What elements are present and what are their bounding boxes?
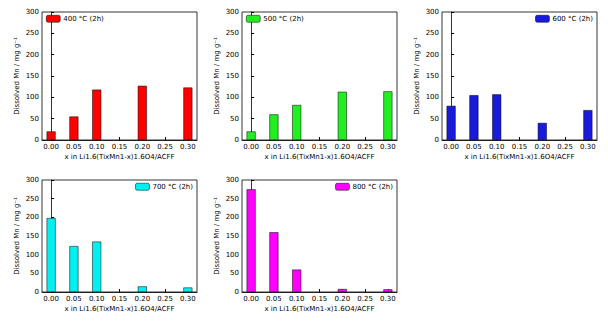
- svg-text:600 °C (2h): 600 °C (2h): [552, 15, 593, 23]
- svg-text:200: 200: [226, 213, 239, 221]
- svg-text:0.10: 0.10: [489, 143, 505, 151]
- svg-text:0.00: 0.00: [43, 295, 59, 303]
- svg-text:250: 250: [226, 29, 239, 37]
- svg-text:x in Li1.6(TixMn1-x)1.6O4/ACFF: x in Li1.6(TixMn1-x)1.6O4/ACFF: [464, 153, 574, 161]
- svg-text:Dissolved Mn / mg g⁻¹: Dissolved Mn / mg g⁻¹: [213, 197, 221, 275]
- svg-text:150: 150: [226, 72, 239, 80]
- svg-text:0.15: 0.15: [112, 143, 128, 151]
- svg-text:0.10: 0.10: [89, 143, 105, 151]
- svg-text:0.25: 0.25: [357, 295, 373, 303]
- svg-text:250: 250: [26, 195, 39, 203]
- svg-text:0.20: 0.20: [534, 143, 550, 151]
- svg-text:Dissolved Mn / mg g⁻¹: Dissolved Mn / mg g⁻¹: [13, 37, 21, 115]
- svg-text:0: 0: [35, 288, 39, 296]
- svg-text:0.00: 0.00: [243, 143, 259, 151]
- svg-text:0.25: 0.25: [157, 143, 173, 151]
- svg-text:150: 150: [26, 232, 39, 240]
- svg-text:0.20: 0.20: [334, 143, 350, 151]
- svg-text:0: 0: [435, 136, 439, 144]
- svg-text:250: 250: [226, 195, 239, 203]
- svg-text:200: 200: [426, 51, 439, 59]
- svg-text:x in Li1.6(TixMn1-x)1.6O4/ACFF: x in Li1.6(TixMn1-x)1.6O4/ACFF: [64, 305, 174, 313]
- svg-text:0.25: 0.25: [357, 143, 373, 151]
- svg-text:0.25: 0.25: [557, 143, 573, 151]
- svg-text:0.15: 0.15: [112, 295, 128, 303]
- svg-text:0.25: 0.25: [157, 295, 173, 303]
- svg-text:700 °C (2h): 700 °C (2h): [152, 183, 193, 191]
- svg-text:0.05: 0.05: [266, 143, 282, 151]
- svg-text:0.05: 0.05: [466, 143, 482, 151]
- svg-text:300: 300: [26, 8, 39, 16]
- svg-text:50: 50: [230, 115, 239, 123]
- svg-text:500 °C (2h): 500 °C (2h): [263, 15, 304, 23]
- svg-text:300: 300: [26, 176, 39, 184]
- svg-text:50: 50: [30, 115, 39, 123]
- svg-text:50: 50: [230, 269, 239, 277]
- svg-text:100: 100: [426, 93, 439, 101]
- svg-text:Dissolved Mn / mg g⁻¹: Dissolved Mn / mg g⁻¹: [413, 37, 421, 115]
- svg-text:x in Li1.6(TixMn1-x)1.6O4/ACFF: x in Li1.6(TixMn1-x)1.6O4/ACFF: [64, 153, 174, 161]
- svg-text:0.10: 0.10: [89, 295, 105, 303]
- svg-text:0.30: 0.30: [180, 295, 196, 303]
- svg-text:300: 300: [226, 8, 239, 16]
- svg-text:800 °C (2h): 800 °C (2h): [352, 183, 393, 191]
- svg-text:0.05: 0.05: [66, 143, 82, 151]
- svg-text:0.00: 0.00: [243, 295, 259, 303]
- svg-text:100: 100: [26, 93, 39, 101]
- svg-text:100: 100: [226, 251, 239, 259]
- svg-text:0: 0: [235, 136, 239, 144]
- svg-text:300: 300: [226, 176, 239, 184]
- svg-text:x in Li1.6(TixMn1-x)1.6O4/ACFF: x in Li1.6(TixMn1-x)1.6O4/ACFF: [264, 153, 374, 161]
- svg-text:50: 50: [30, 269, 39, 277]
- svg-text:0.05: 0.05: [66, 295, 82, 303]
- svg-text:250: 250: [26, 29, 39, 37]
- svg-text:200: 200: [26, 51, 39, 59]
- svg-text:150: 150: [426, 72, 439, 80]
- svg-text:100: 100: [226, 93, 239, 101]
- svg-text:0.15: 0.15: [312, 295, 328, 303]
- svg-text:0.15: 0.15: [312, 143, 328, 151]
- svg-text:400 °C (2h): 400 °C (2h): [63, 15, 104, 23]
- svg-text:0.30: 0.30: [580, 143, 596, 151]
- svg-text:0.30: 0.30: [380, 143, 396, 151]
- svg-text:300: 300: [426, 8, 439, 16]
- svg-text:200: 200: [26, 213, 39, 221]
- svg-text:Dissolved Mn / mg g⁻¹: Dissolved Mn / mg g⁻¹: [213, 37, 221, 115]
- svg-text:250: 250: [426, 29, 439, 37]
- svg-text:0: 0: [235, 288, 239, 296]
- svg-text:0.05: 0.05: [266, 295, 282, 303]
- svg-text:0.00: 0.00: [43, 143, 59, 151]
- svg-text:0: 0: [35, 136, 39, 144]
- svg-text:0.15: 0.15: [512, 143, 528, 151]
- svg-text:Dissolved Mn / mg g⁻¹: Dissolved Mn / mg g⁻¹: [13, 197, 21, 275]
- svg-text:150: 150: [26, 72, 39, 80]
- svg-text:0.30: 0.30: [180, 143, 196, 151]
- svg-text:0.00: 0.00: [443, 143, 459, 151]
- svg-text:0.20: 0.20: [334, 295, 350, 303]
- svg-text:100: 100: [26, 251, 39, 259]
- svg-text:200: 200: [226, 51, 239, 59]
- svg-text:0.30: 0.30: [380, 295, 396, 303]
- svg-text:150: 150: [226, 232, 239, 240]
- svg-text:50: 50: [430, 115, 439, 123]
- svg-text:0.20: 0.20: [134, 143, 150, 151]
- svg-text:0.10: 0.10: [289, 143, 305, 151]
- svg-text:0.20: 0.20: [134, 295, 150, 303]
- svg-text:x in Li1.6(TixMn1-x)1.6O4/ACFF: x in Li1.6(TixMn1-x)1.6O4/ACFF: [264, 305, 374, 313]
- svg-text:0.10: 0.10: [289, 295, 305, 303]
